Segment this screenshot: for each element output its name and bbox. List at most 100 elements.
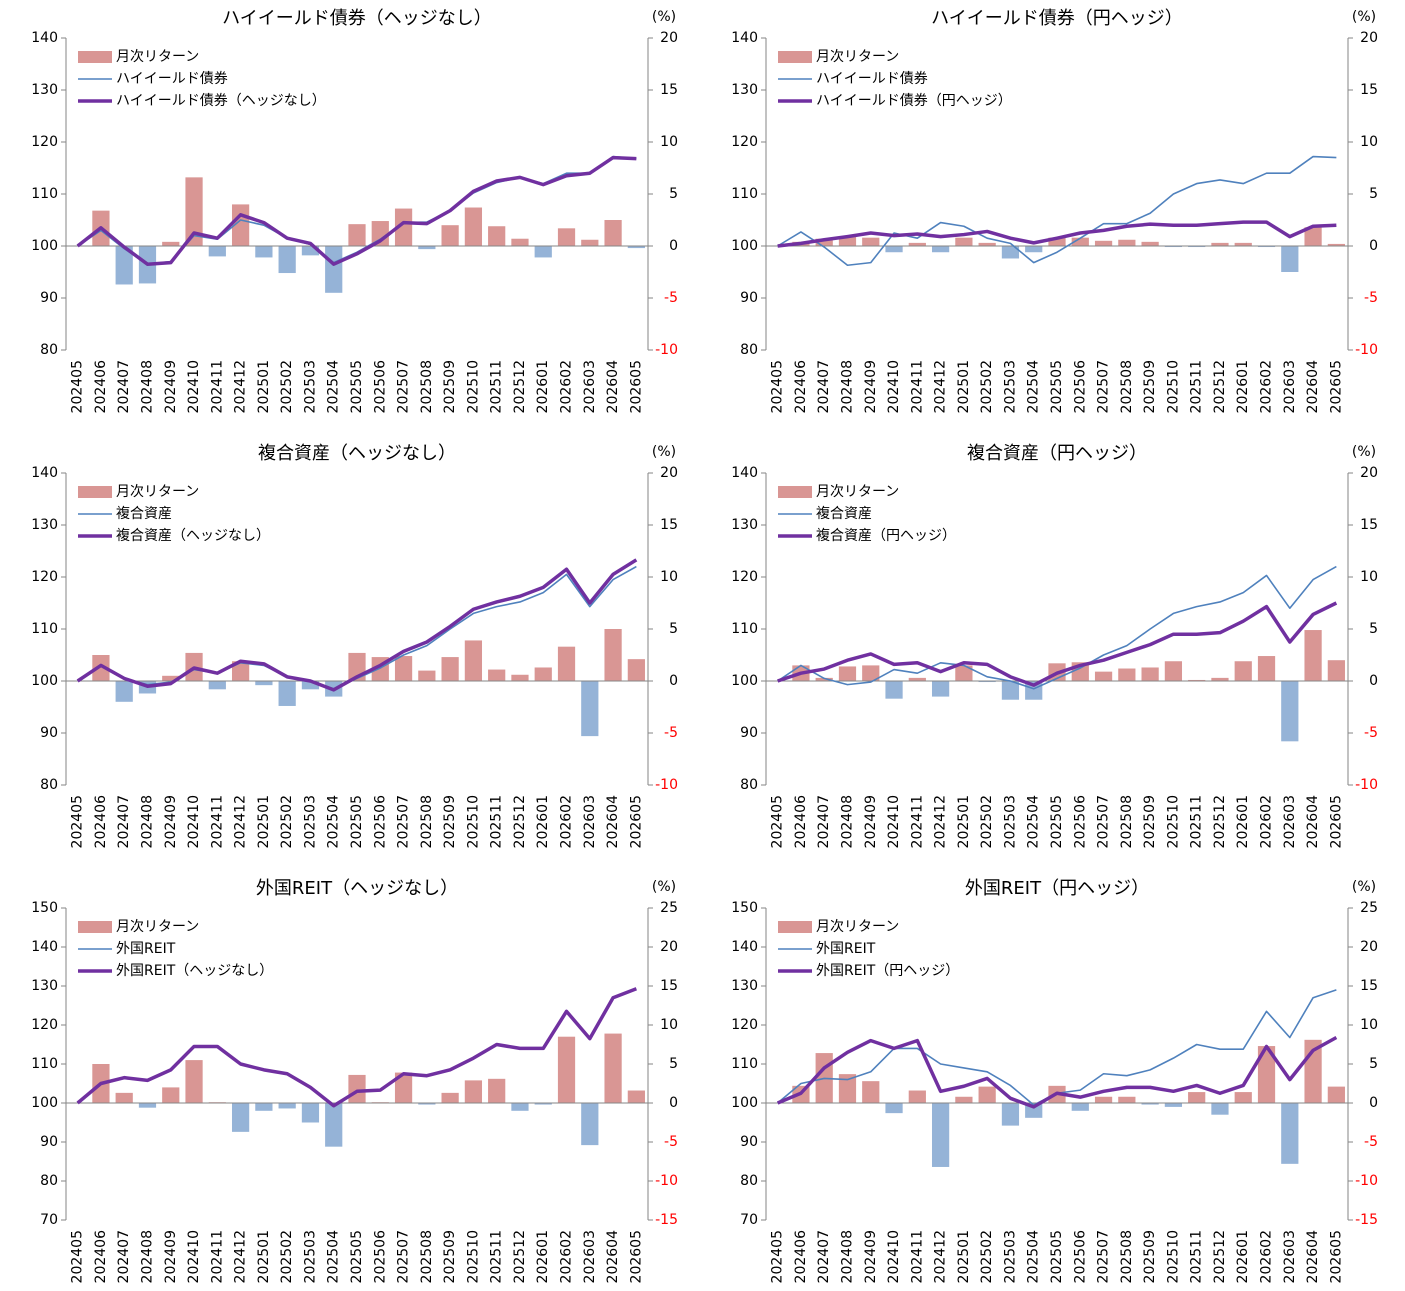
x-tick-label: 202502	[279, 360, 295, 413]
x-tick-label: 202412	[933, 795, 949, 848]
legend-swatch	[778, 486, 812, 498]
bar	[1188, 679, 1206, 681]
bar	[627, 246, 645, 249]
x-tick-label: 202605	[1328, 360, 1344, 413]
legend-label: 月次リターン	[816, 484, 899, 500]
bar	[1164, 661, 1183, 681]
bar	[1094, 671, 1113, 681]
y-tick-label: 140	[31, 939, 58, 955]
bar	[278, 1103, 296, 1109]
line-series	[777, 601, 1338, 687]
x-tick-label: 202410	[886, 360, 902, 413]
x-tick-label: 202412	[233, 360, 249, 413]
y-tick-label: 100	[731, 673, 758, 689]
y2-tick-label: 0	[669, 673, 678, 689]
bar	[1188, 1092, 1206, 1103]
bar	[838, 236, 857, 246]
x-tick-label: 202503	[1002, 1230, 1018, 1283]
bar	[301, 246, 320, 256]
y-tick-label: 110	[731, 621, 758, 637]
legend-swatch	[78, 486, 112, 498]
y-tick-label: 120	[31, 569, 58, 585]
x-tick-label: 202605	[628, 360, 644, 413]
x-tick-label: 202601	[1235, 795, 1251, 848]
y-tick-label: 90	[740, 725, 758, 741]
x-tick-label: 202511	[1189, 360, 1205, 413]
y2-tick-label: 15	[660, 517, 678, 533]
bar	[1281, 246, 1299, 272]
x-tick-label: 202408	[839, 1230, 855, 1283]
x-tick-label: 202602	[559, 360, 575, 413]
chart-panel: 外国REIT（円ヘッジ） (%)708090100110120130140150-…	[731, 878, 1378, 1283]
bar	[464, 207, 483, 246]
y2-tick-label: -10	[1355, 1173, 1378, 1189]
y-tick-label: 100	[731, 1095, 758, 1111]
x-tick-label: 202601	[535, 360, 551, 413]
bar	[1257, 1046, 1276, 1103]
bar	[441, 1092, 459, 1103]
x-tick-label: 202506	[372, 360, 388, 414]
y2-tick-label: -10	[655, 342, 678, 358]
y-tick-label: 120	[731, 1017, 758, 1033]
bar	[1118, 668, 1136, 681]
bar	[604, 220, 622, 246]
x-tick-label: 202504	[326, 795, 342, 849]
x-tick-label: 202602	[1259, 795, 1275, 848]
x-tick-label: 202505	[1049, 795, 1065, 848]
x-tick-label: 202510	[465, 1230, 481, 1283]
legend-label: 複合資産（ヘッジなし）	[116, 527, 270, 544]
bar	[1164, 1103, 1183, 1107]
bar	[1001, 1103, 1020, 1126]
bar	[604, 629, 622, 681]
y-tick-label: 140	[731, 465, 758, 481]
x-tick-label: 202603	[582, 795, 598, 848]
x-tick-label: 202502	[279, 1230, 295, 1283]
bar	[92, 655, 110, 681]
bar	[488, 669, 506, 681]
bar	[627, 1090, 645, 1103]
y2-axis-unit: (%)	[1352, 444, 1376, 460]
legend-label: 外国REIT（ヘッジなし）	[116, 963, 273, 979]
y-tick-label: 140	[731, 939, 758, 955]
x-tick-label: 202405	[770, 1230, 786, 1283]
legend-label: 月次リターン	[816, 49, 899, 65]
bar	[534, 246, 552, 258]
chart-panel: ハイイールド債券（ヘッジなし） (%)8090100110120130140-10…	[31, 8, 678, 413]
y-tick-label: 90	[740, 1134, 758, 1150]
bar	[581, 681, 599, 737]
x-tick-label: 202507	[396, 360, 412, 413]
bar	[1071, 237, 1089, 246]
y-tick-label: 110	[731, 1056, 758, 1072]
bar	[1164, 246, 1183, 248]
y2-tick-label: 0	[1369, 1095, 1378, 1111]
legend-label: ハイイールド債券	[116, 71, 228, 87]
bar	[815, 238, 833, 246]
x-tick-label: 202406	[793, 795, 809, 849]
x-tick-label: 202512	[512, 795, 528, 848]
x-tick-label: 202411	[209, 1230, 225, 1283]
x-tick-label: 202512	[512, 360, 528, 413]
legend-label: 月次リターン	[116, 49, 199, 65]
x-tick-label: 202504	[1026, 795, 1042, 849]
x-tick-label: 202407	[116, 1230, 132, 1283]
x-tick-label: 202406	[93, 1230, 109, 1284]
bar	[581, 1103, 599, 1146]
chart-title: 複合資産（ヘッジなし）	[258, 443, 456, 464]
bar	[955, 665, 973, 681]
y2-tick-label: 5	[1369, 1056, 1378, 1072]
x-tick-label: 202503	[1002, 360, 1018, 413]
y2-tick-label: -10	[655, 777, 678, 793]
bar	[978, 681, 996, 683]
bar	[371, 221, 389, 246]
y-tick-label: 90	[40, 725, 58, 741]
chart-panel: 複合資産（円ヘッジ） (%) 80 90 100 110 120 130 140 -10 -5 0 5 1…	[731, 443, 1378, 848]
y2-tick-label: 5	[1369, 621, 1378, 637]
bar	[1048, 237, 1066, 246]
y-tick-label: 130	[31, 82, 58, 98]
x-tick-label: 202408	[139, 1230, 155, 1283]
x-tick-label: 202506	[1072, 360, 1088, 414]
bar	[1025, 246, 1043, 253]
bar	[441, 225, 459, 246]
x-tick-label: 202505	[1049, 360, 1065, 413]
x-tick-label: 202506	[372, 1230, 388, 1284]
